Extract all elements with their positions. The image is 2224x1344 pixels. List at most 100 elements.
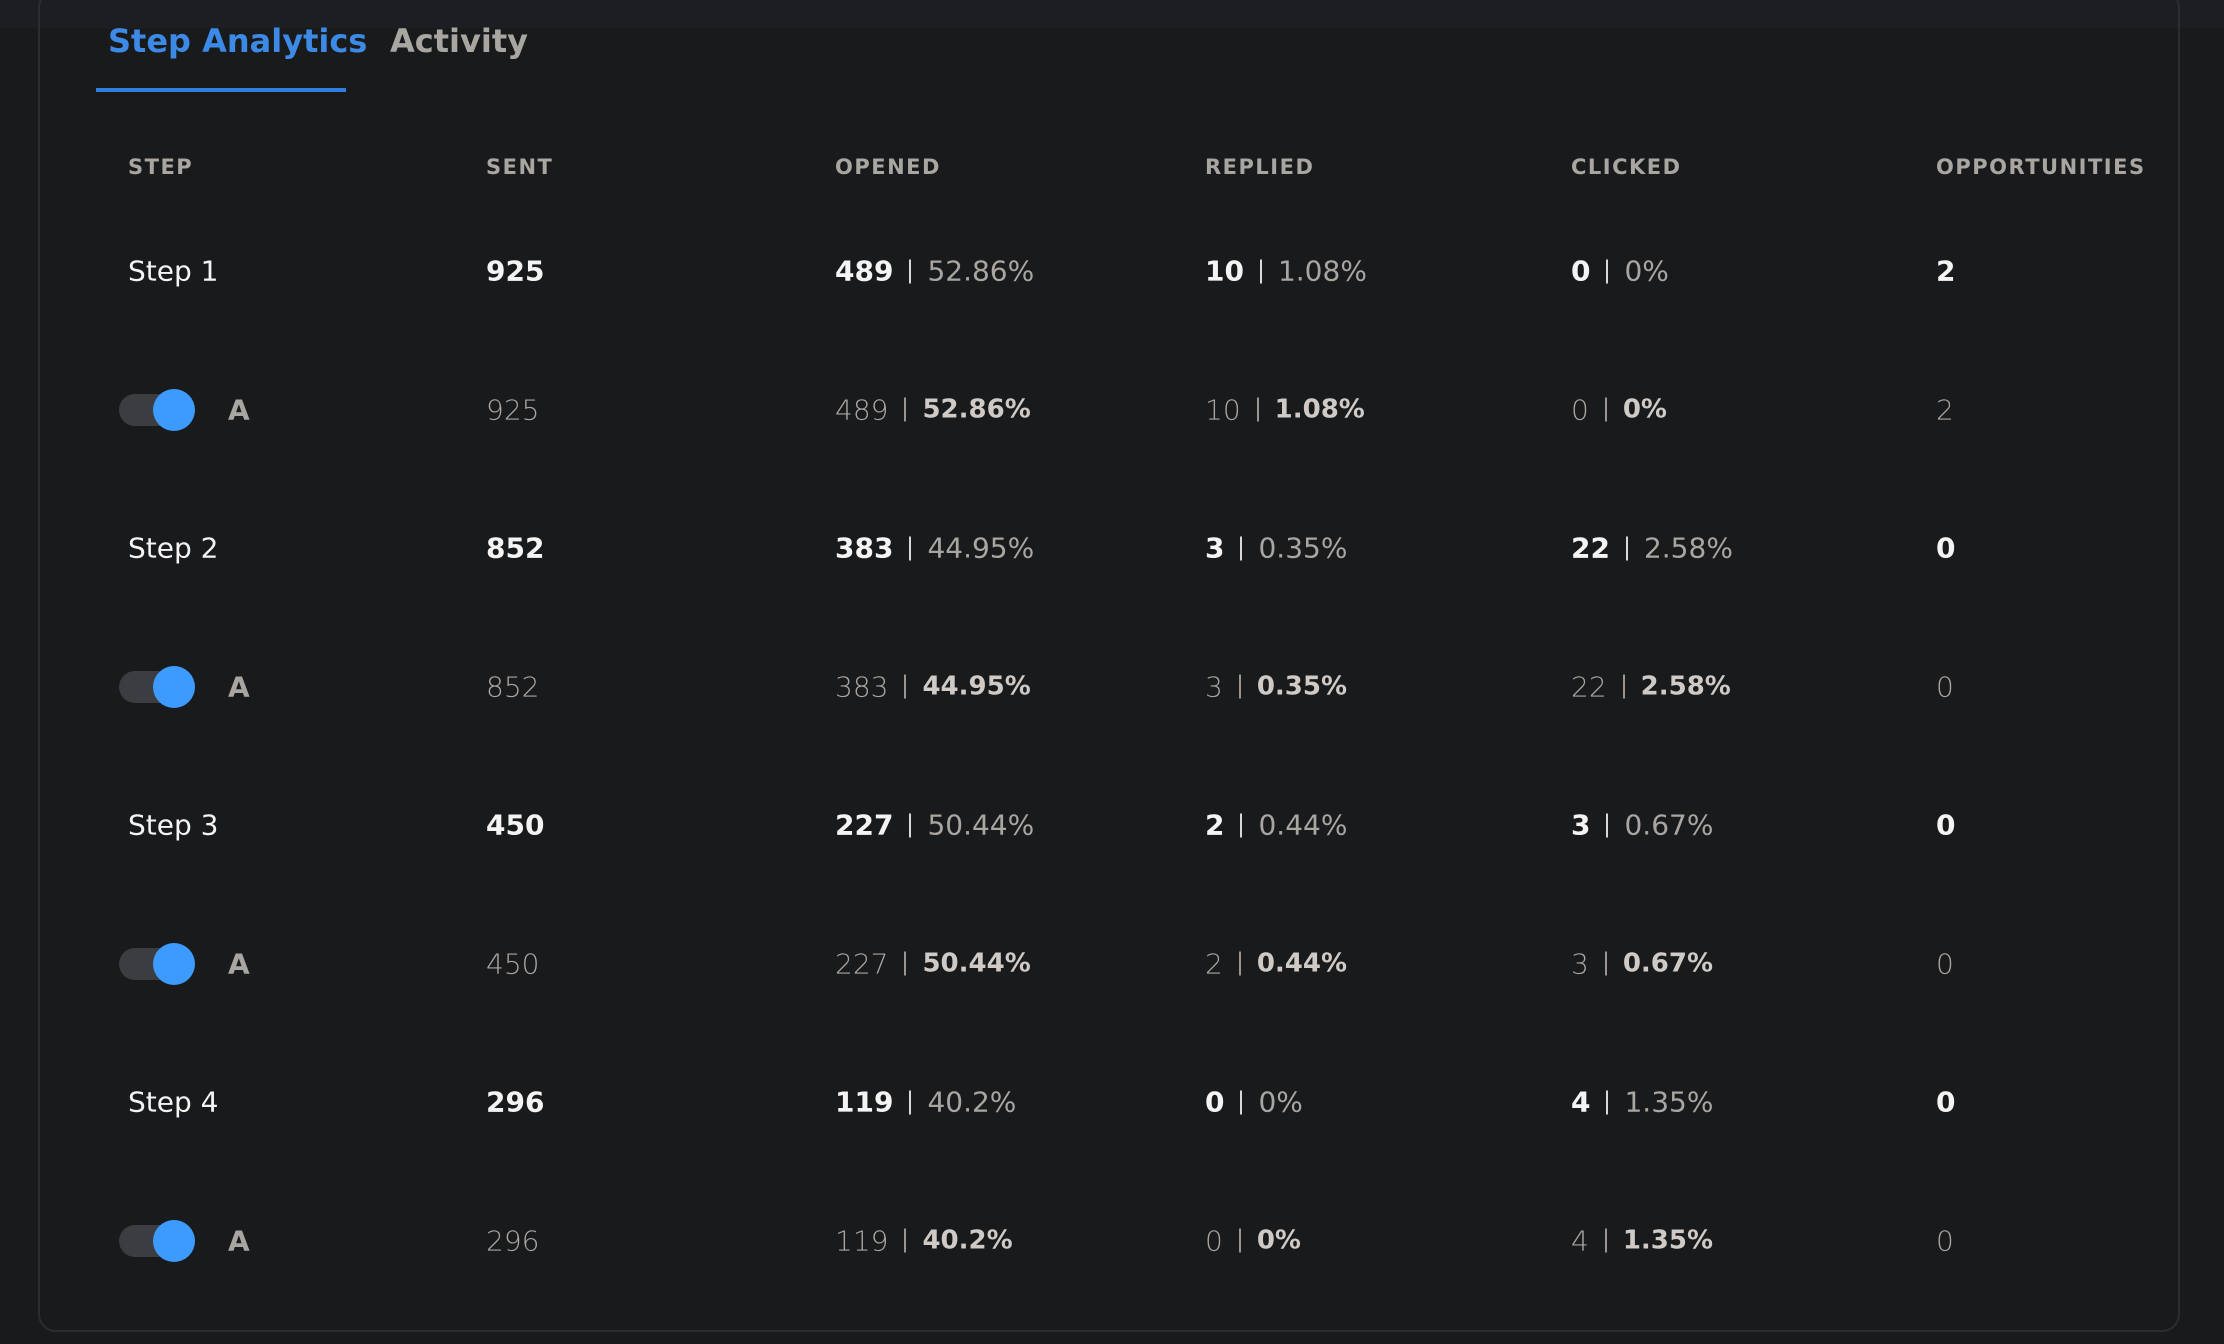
- toggle-knob: [153, 942, 195, 985]
- count: 383: [835, 531, 894, 565]
- count: 3: [1571, 808, 1591, 842]
- toggle-knob: [153, 388, 195, 431]
- variant-label: A: [228, 393, 250, 426]
- sent-cell: 450: [486, 809, 544, 842]
- count: 489: [835, 254, 894, 288]
- separator: [904, 397, 907, 422]
- value: 925: [486, 393, 540, 426]
- clicked-cell: 4 1.35%: [1571, 1224, 1713, 1257]
- count: 3: [1571, 947, 1589, 980]
- value: 925: [486, 254, 545, 288]
- count: 0: [1571, 254, 1591, 288]
- variant-label: A: [228, 947, 250, 980]
- value: 450: [486, 947, 540, 980]
- variant-label: A: [228, 670, 250, 703]
- value: 852: [486, 531, 545, 565]
- tab[interactable]: Step Analytics: [108, 22, 368, 60]
- replied-cell: 2 0.44%: [1205, 809, 1347, 842]
- value: 2: [1936, 254, 1956, 288]
- separator: [1238, 951, 1241, 976]
- variant-name: A: [228, 1224, 250, 1257]
- separator: [909, 259, 912, 283]
- variant-toggle[interactable]: [119, 1219, 195, 1262]
- count: 0: [1205, 1224, 1223, 1257]
- opened-cell: 227 50.44%: [835, 809, 1034, 842]
- sent-cell: 925: [486, 255, 544, 288]
- value: 0: [1936, 531, 1956, 565]
- rate: 0%: [1622, 394, 1667, 425]
- count: 383: [835, 670, 889, 703]
- variant-toggle[interactable]: [119, 388, 195, 431]
- replied-cell: 3 0.35%: [1205, 532, 1347, 565]
- sent-cell: 925: [486, 393, 539, 426]
- rate: 44.95%: [922, 671, 1031, 702]
- toggle-knob: [153, 1219, 195, 1262]
- rate: 1.08%: [1277, 254, 1367, 288]
- replied-cell: 10 1.08%: [1205, 393, 1365, 426]
- rate: 1.35%: [1624, 1085, 1714, 1119]
- opportunities-cell: 2: [1936, 255, 1955, 288]
- variant-toggle[interactable]: [119, 942, 195, 985]
- tab[interactable]: Activity: [390, 22, 528, 60]
- step-label: Step 3: [128, 808, 219, 842]
- separator: [1240, 1090, 1243, 1114]
- sent-cell: 852: [486, 670, 539, 703]
- clicked-cell: 3 0.67%: [1571, 809, 1713, 842]
- value: 0: [1936, 808, 1956, 842]
- rate: 0%: [1258, 1085, 1303, 1119]
- value: 450: [486, 808, 545, 842]
- rate: 40.2%: [927, 1085, 1017, 1119]
- opened-cell: 227 50.44%: [835, 947, 1031, 980]
- column-header: SENT: [486, 155, 554, 179]
- rate: 0.44%: [1258, 808, 1348, 842]
- separator: [1238, 1228, 1241, 1253]
- opened-cell: 119 40.2%: [835, 1086, 1016, 1119]
- separator: [1606, 259, 1609, 283]
- count: 3: [1205, 670, 1223, 703]
- rate: 52.86%: [927, 254, 1035, 288]
- count: 0: [1205, 1085, 1225, 1119]
- separator: [1240, 813, 1243, 837]
- rate: 50.44%: [927, 808, 1035, 842]
- value: 0: [1936, 670, 1954, 703]
- count: 227: [835, 808, 894, 842]
- separator: [909, 536, 912, 560]
- clicked-cell: 0 0%: [1571, 393, 1667, 426]
- separator: [1240, 536, 1243, 560]
- separator: [1625, 536, 1628, 560]
- step-name: Step 4: [128, 1086, 218, 1119]
- variant-name: A: [228, 670, 250, 703]
- variant-label: A: [228, 1224, 250, 1257]
- rate: 0.35%: [1256, 671, 1348, 702]
- column-header: OPPORTUNITIES: [1936, 155, 2146, 179]
- value: 0: [1936, 947, 1954, 980]
- count: 10: [1205, 393, 1241, 426]
- variant-toggle[interactable]: [119, 665, 195, 708]
- rate: 0.67%: [1624, 808, 1714, 842]
- clicked-cell: 4 1.35%: [1571, 1086, 1713, 1119]
- count: 22: [1571, 531, 1610, 565]
- count: 10: [1205, 254, 1244, 288]
- rate: 0.35%: [1258, 531, 1348, 565]
- variant-name: A: [228, 393, 250, 426]
- step-label: Step 1: [128, 254, 219, 288]
- panel: [38, 0, 2180, 1332]
- separator: [904, 1228, 907, 1253]
- clicked-cell: 22 2.58%: [1571, 532, 1733, 565]
- opportunities-cell: 0: [1936, 670, 1954, 703]
- opened-cell: 489 52.86%: [835, 393, 1031, 426]
- separator: [909, 1090, 912, 1114]
- step-name: Step 3: [128, 809, 218, 842]
- separator: [1606, 1090, 1609, 1114]
- count: 2: [1205, 808, 1225, 842]
- step-name: Step 1: [128, 255, 218, 288]
- count: 227: [835, 947, 889, 980]
- rate: 0.44%: [1256, 948, 1348, 979]
- count: 119: [835, 1224, 889, 1257]
- column-header: CLICKED: [1571, 155, 1682, 179]
- count: 4: [1571, 1224, 1589, 1257]
- count: 489: [835, 393, 889, 426]
- value: 2: [1936, 393, 1954, 426]
- separator: [904, 674, 907, 699]
